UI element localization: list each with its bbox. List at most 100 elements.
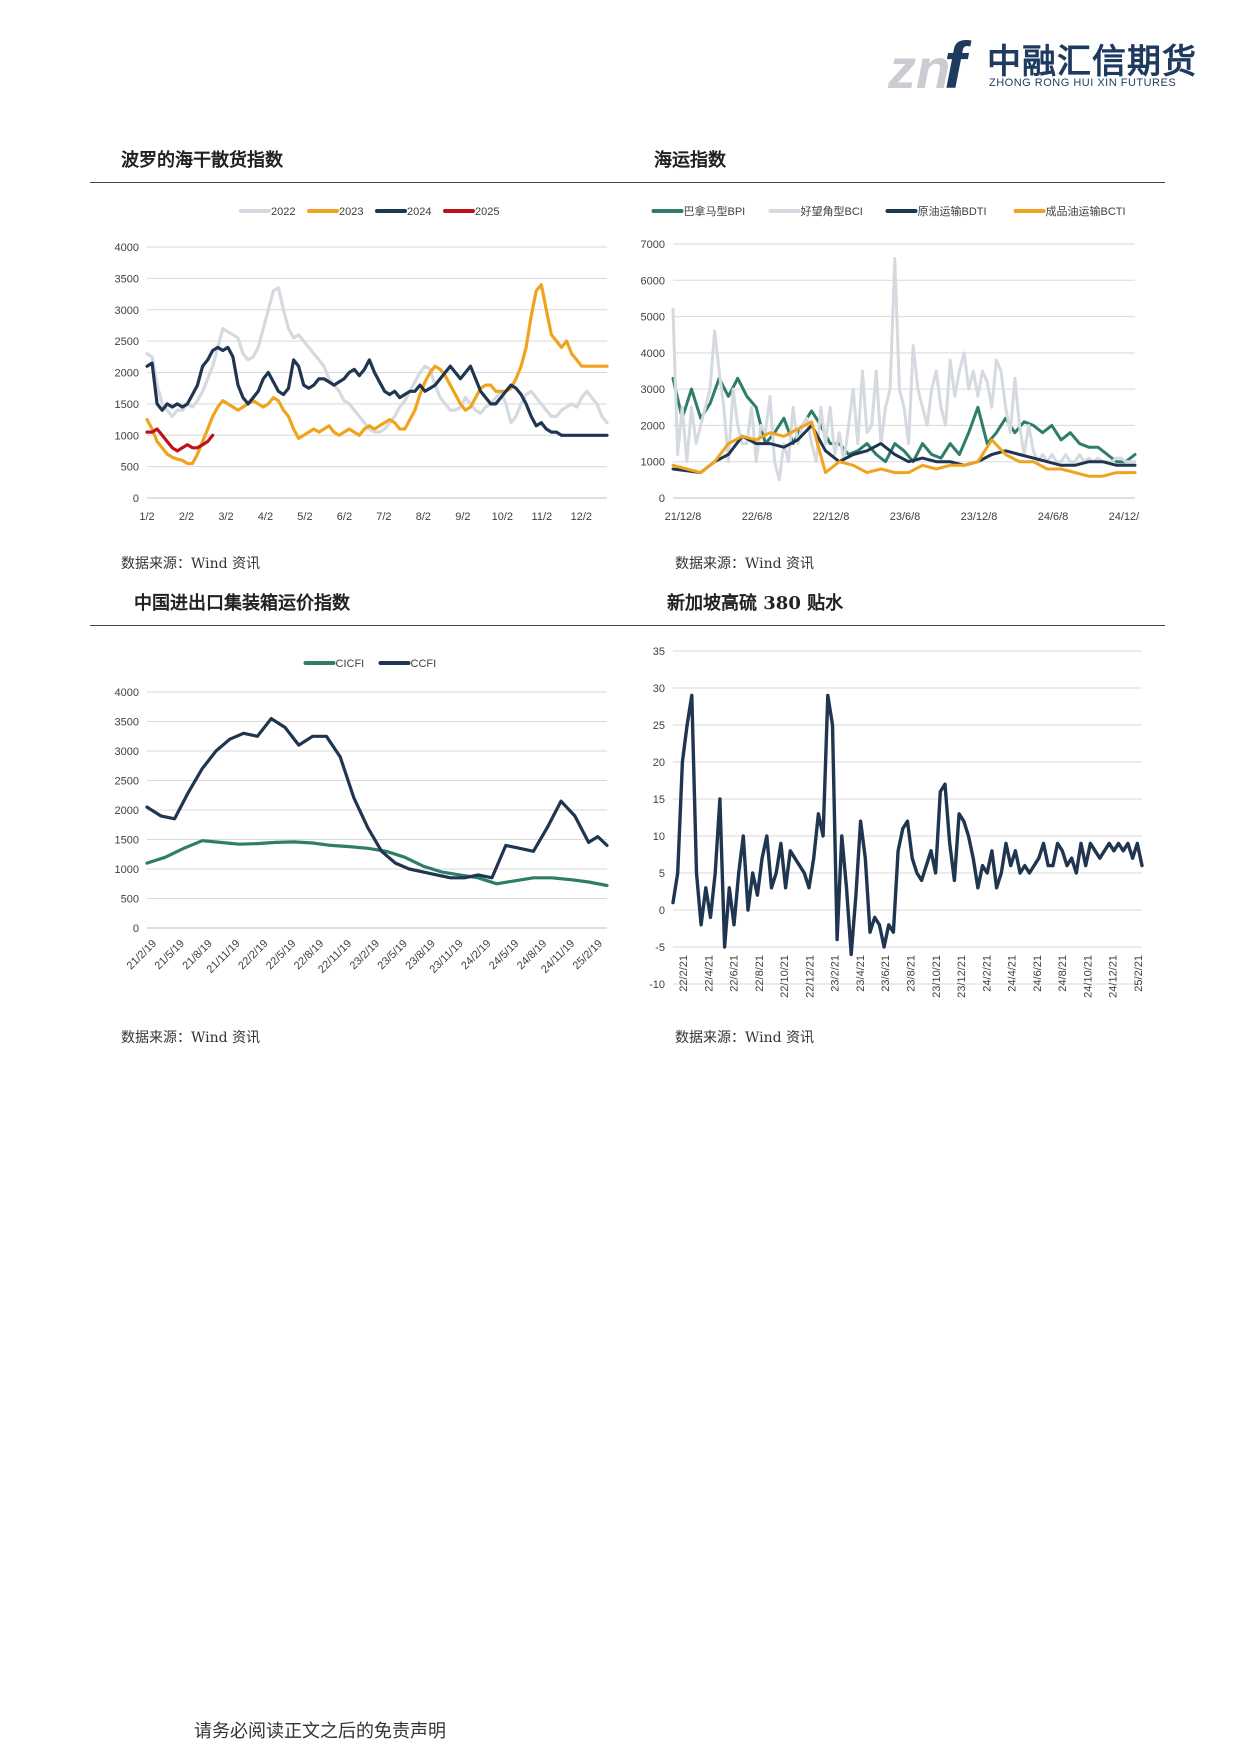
y-tick-label: 5: [659, 868, 665, 880]
x-tick-label: 22/6/8: [742, 511, 773, 523]
x-tick-label: 11/2: [532, 511, 553, 523]
x-tick-label: 24/2/19: [459, 938, 493, 972]
x-tick-label: 1/2: [139, 511, 154, 523]
x-tick-label: 23/2/19: [348, 938, 382, 972]
freight-index-chart: 0 1000 2000 3000 4000 5000 6000 7000 21/12/8 22/6…: [641, 204, 1140, 523]
y-tick-label: 4000: [115, 687, 139, 699]
x-tick-label: 22/8/21: [754, 955, 766, 992]
y-tick-label: 500: [121, 462, 139, 474]
container-freight-chart: 0500100015002000250030003500400021/2/192…: [115, 658, 609, 976]
logo-mark-icon: zn f: [888, 30, 972, 96]
x-tick-label: 23/6/8: [890, 511, 921, 523]
x-tick-label: 3/2: [218, 511, 233, 523]
legend-label: 2025: [475, 206, 499, 218]
x-tick-label: 21/2/19: [125, 938, 159, 972]
x-tick-label: 2/2: [179, 511, 194, 523]
legend-label: 巴拿马型BPI: [684, 204, 746, 218]
x-tick-label: 4/2: [258, 511, 273, 523]
series-line: [145, 345, 609, 437]
data-source-freight: 数据来源：Wind 资讯: [675, 556, 815, 572]
x-tick-label: 24/12/21: [1108, 955, 1120, 998]
svg-text:zn: zn: [888, 37, 950, 96]
legend-label: 2024: [407, 206, 431, 218]
legend-label: 原油运输BDTI: [918, 204, 987, 218]
y-tick-label: 1500: [115, 835, 139, 847]
legend-label: 好望角型BCI: [801, 204, 863, 218]
logo-english-name: ZHONG RONG HUI XIN FUTURES: [989, 77, 1177, 89]
disclaimer-footer: 请务必阅读正文之后的免责声明: [194, 1721, 446, 1742]
x-tick-label: 23/10/21: [931, 955, 943, 998]
y-tick-label: 3500: [115, 717, 139, 729]
y-tick-label: 15: [653, 794, 665, 806]
y-tick-label: 0: [659, 493, 665, 505]
x-tick-label: 9/2: [455, 511, 470, 523]
data-source-container: 数据来源：Wind 资讯: [121, 1030, 261, 1046]
y-tick-label: 0: [133, 923, 139, 935]
series-line: [671, 420, 1137, 478]
x-tick-label: 23/4/21: [855, 955, 867, 992]
series-line: [671, 257, 1137, 482]
x-tick-label: 10/2: [492, 511, 513, 523]
x-tick-label: 23/5/19: [376, 938, 410, 972]
section-divider-top: [90, 182, 1165, 183]
x-tick-label: 23/12/21: [956, 955, 968, 998]
x-tick-label: 24/2/21: [981, 955, 993, 992]
x-tick-label: 24/4/21: [1007, 955, 1019, 992]
y-tick-label: 1000: [115, 864, 139, 876]
section-title-sg380: 新加坡高硫 380 贴水: [667, 593, 844, 614]
y-tick-label: 4000: [115, 242, 139, 254]
x-tick-label: 21/5/19: [153, 938, 187, 972]
legend-label: CCFI: [411, 658, 437, 670]
y-tick-label: 2000: [115, 805, 139, 817]
legend-label: 成品油运输BCTI: [1046, 204, 1126, 218]
logo-chinese-name: 中融汇信期货: [987, 42, 1197, 82]
x-tick-label: 22/4/21: [703, 955, 715, 992]
x-tick-label: 22/6/21: [729, 955, 741, 992]
series-line: [671, 693, 1144, 957]
y-tick-label: 35: [653, 646, 665, 658]
x-tick-label: 22/2/21: [678, 955, 690, 992]
x-tick-label: 24/8/21: [1057, 955, 1069, 992]
x-tick-label: 23/12/8: [961, 511, 998, 523]
y-tick-label: -5: [655, 942, 665, 954]
x-tick-label: 23/6/21: [880, 955, 892, 992]
legend-label: CICFI: [336, 658, 365, 670]
section-title-container: 中国进出口集装箱运价指数: [134, 593, 350, 614]
x-tick-label: 7/2: [376, 511, 391, 523]
y-tick-label: 1000: [115, 430, 139, 442]
y-tick-label: 500: [121, 894, 139, 906]
x-tick-label: 24/5/19: [487, 938, 521, 972]
x-tick-label: 24/10/21: [1082, 955, 1094, 998]
svg-text:f: f: [944, 30, 972, 96]
bdi-chart: 0 500 1000 1500 2000 2500 3000 3500 4000 1/2 2/2 3/…: [115, 206, 609, 523]
y-tick-label: 7000: [641, 239, 665, 251]
x-tick-label: 24/12/8: [1109, 511, 1140, 523]
x-tick-label: 22/2/19: [236, 938, 270, 972]
y-tick-label: 4000: [641, 348, 665, 360]
x-tick-label: 5/2: [297, 511, 312, 523]
y-tick-label: 20: [653, 757, 665, 769]
y-tick-label: 2500: [115, 336, 139, 348]
y-tick-label: 25: [653, 720, 665, 732]
section-title-freight: 海运指数: [654, 150, 726, 171]
x-tick-label: 25/2/19: [571, 938, 605, 972]
x-tick-label: 22/12/21: [804, 955, 816, 998]
series-line: [145, 839, 609, 888]
x-tick-label: 6/2: [337, 511, 352, 523]
y-tick-label: 1500: [115, 399, 139, 411]
sg380-premium-chart: -10 -5 0 5 10 15 20 25 30 35 22/2/21 22/4/21 22/6/21…: [649, 646, 1145, 998]
x-tick-label: 22/12/8: [813, 511, 850, 523]
y-tick-label: 3500: [115, 273, 139, 285]
y-tick-label: 3000: [641, 384, 665, 396]
y-tick-label: 2000: [115, 368, 139, 380]
section-title-bdi: 波罗的海干散货指数: [121, 150, 283, 171]
x-tick-label: 21/12/8: [665, 511, 702, 523]
y-tick-label: 5000: [641, 312, 665, 324]
series-line: [145, 427, 215, 453]
y-tick-label: 2500: [115, 776, 139, 788]
series-line: [671, 423, 1137, 475]
x-tick-label: 23/8/21: [906, 955, 918, 992]
y-tick-label: 0: [133, 493, 139, 505]
legend-label: 2022: [271, 206, 295, 218]
x-tick-label: 23/2/21: [830, 955, 842, 992]
